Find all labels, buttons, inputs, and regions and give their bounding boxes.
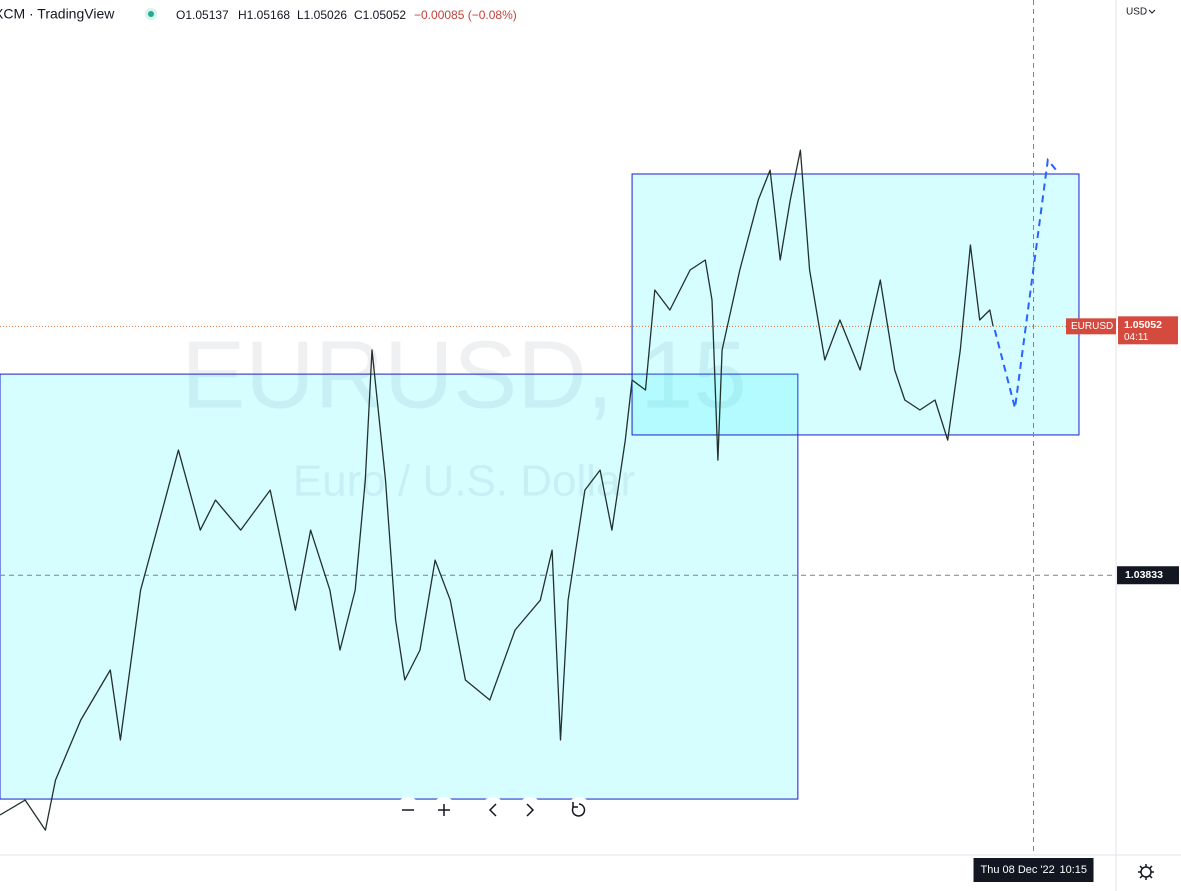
scroll-left[interactable]	[480, 797, 506, 823]
ohlc-high: H1.05168	[238, 8, 290, 22]
currency-caret[interactable]	[1148, 9, 1156, 14]
last-price-label: 1.05052	[1124, 319, 1162, 331]
crosshair-time-date: Thu 08 Dec '22	[981, 864, 1055, 876]
change: −0.00085 (−0.08%)	[414, 8, 517, 22]
countdown-label: 04:11	[1124, 332, 1149, 343]
projection-path	[993, 157, 1059, 409]
ohlc-close: C1.05052	[354, 8, 406, 22]
watermark: EURUSD, 15 Euro / U.S. Dollar	[181, 321, 747, 505]
watermark-description: Euro / U.S. Dollar	[293, 457, 635, 506]
scroll-right-icon	[526, 803, 535, 817]
plot	[0, 0, 1116, 855]
ohlc-open: O1.05137	[176, 8, 229, 22]
range-box	[631, 173, 1080, 436]
symbol-tag-bg	[1066, 318, 1116, 335]
scroll-left-icon	[488, 803, 497, 817]
header: XCM · TradingView O1.05137 H1.05168 L1.0…	[0, 6, 517, 22]
crosshair-time-bg	[973, 858, 1094, 882]
symbol-title: XCM · TradingView	[0, 6, 115, 22]
reset-chart[interactable]	[566, 797, 592, 823]
scroll-right[interactable]	[517, 797, 543, 823]
settings[interactable]	[1138, 864, 1154, 880]
symbol-tag: EURUSD	[1071, 321, 1113, 332]
status-dot	[148, 11, 154, 17]
settings-icon-teeth	[1138, 864, 1154, 880]
crosshair-time-clock: 10:15	[1060, 864, 1088, 876]
price-line	[0, 149, 994, 831]
reset-icon	[571, 802, 586, 817]
ohlc-low: L1.05026	[297, 8, 347, 22]
crosshair-price-label: 1.03833	[1125, 569, 1163, 581]
zoom-in-icon	[438, 804, 450, 816]
crosshair-price-bg	[1117, 566, 1179, 585]
range-box	[0, 373, 799, 800]
zoom-toolbar	[395, 797, 592, 823]
last-price-tag-bg	[1118, 316, 1178, 345]
currency[interactable]: USD	[1126, 7, 1147, 18]
watermark-symbol: EURUSD, 15	[181, 321, 747, 428]
